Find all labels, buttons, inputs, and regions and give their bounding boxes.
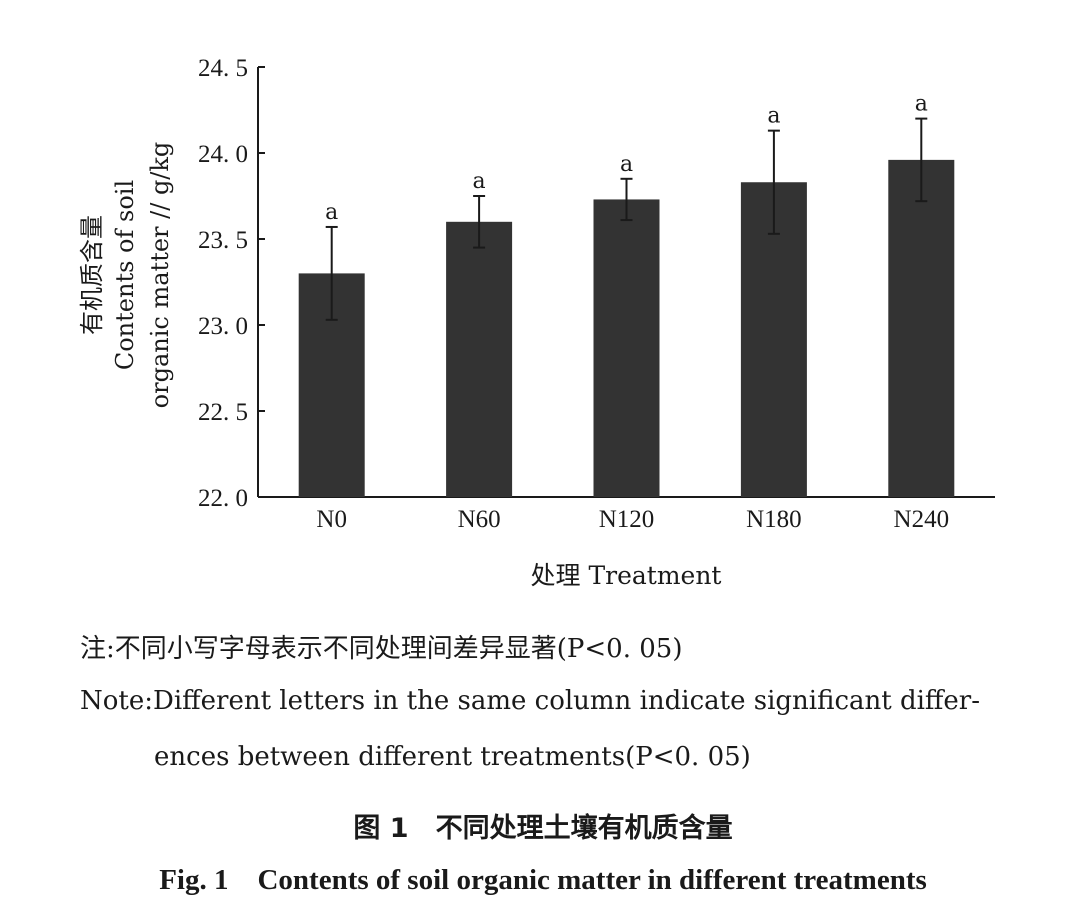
bar-N240 — [888, 159, 955, 497]
significance-label-N240: a — [915, 92, 928, 117]
bars: a a a a a — [298, 92, 955, 498]
figure-caption-en: Fig. 1 Contents of soil organic matter i… — [159, 864, 927, 896]
bar-N60 — [446, 221, 513, 498]
x-tick-label-N120: N120 — [599, 506, 655, 533]
x-axis-label: 处理 Treatment — [531, 561, 722, 590]
y-tick-label: 23. 5 — [198, 227, 248, 254]
x-tick-label-N0: N0 — [316, 506, 347, 533]
bar-N120 — [593, 199, 660, 497]
y-axis: 22. 0 22. 5 23. 0 23. 5 24. 0 24. 5 — [198, 55, 265, 512]
significance-label-N120: a — [620, 152, 633, 177]
significance-label-N180: a — [767, 104, 780, 129]
y-tick-label: 22. 5 — [198, 399, 248, 426]
note-en-line1: Note:Different letters in the same colum… — [80, 686, 981, 716]
note-en-line2: ences between different treatments(P<0. … — [154, 742, 751, 772]
significance-label-N60: a — [473, 169, 486, 194]
y-tick-label: 22. 0 — [198, 485, 248, 512]
x-tick-label-N180: N180 — [746, 506, 802, 533]
y-axis-label-en-line2: organic matter // g/kg — [146, 142, 174, 409]
y-tick-label: 24. 5 — [198, 55, 248, 82]
note-cn: 注:不同小写字母表示不同处理间差异显著(P<0. 05) — [80, 634, 683, 664]
figure-caption-cn: 图 1 不同处理土壤有机质含量 — [353, 813, 733, 844]
x-axis: N0 N60 N120 N180 N240 — [258, 496, 995, 533]
bar-chart: 22. 0 22. 5 23. 0 23. 5 24. 0 24. 5 N0 N60 N120… — [78, 55, 995, 590]
y-axis-label-cn: 有机质含量 — [78, 215, 106, 335]
y-axis-label: 有机质含量 Contents of soil organic matter //… — [78, 142, 174, 409]
y-axis-label-en-line1: Contents of soil — [111, 180, 139, 370]
x-tick-label-N240: N240 — [894, 506, 950, 533]
x-tick-label-N60: N60 — [458, 506, 501, 533]
significance-label-N0: a — [325, 200, 338, 225]
y-tick-label: 23. 0 — [198, 313, 248, 340]
y-tick-label: 24. 0 — [198, 141, 248, 168]
